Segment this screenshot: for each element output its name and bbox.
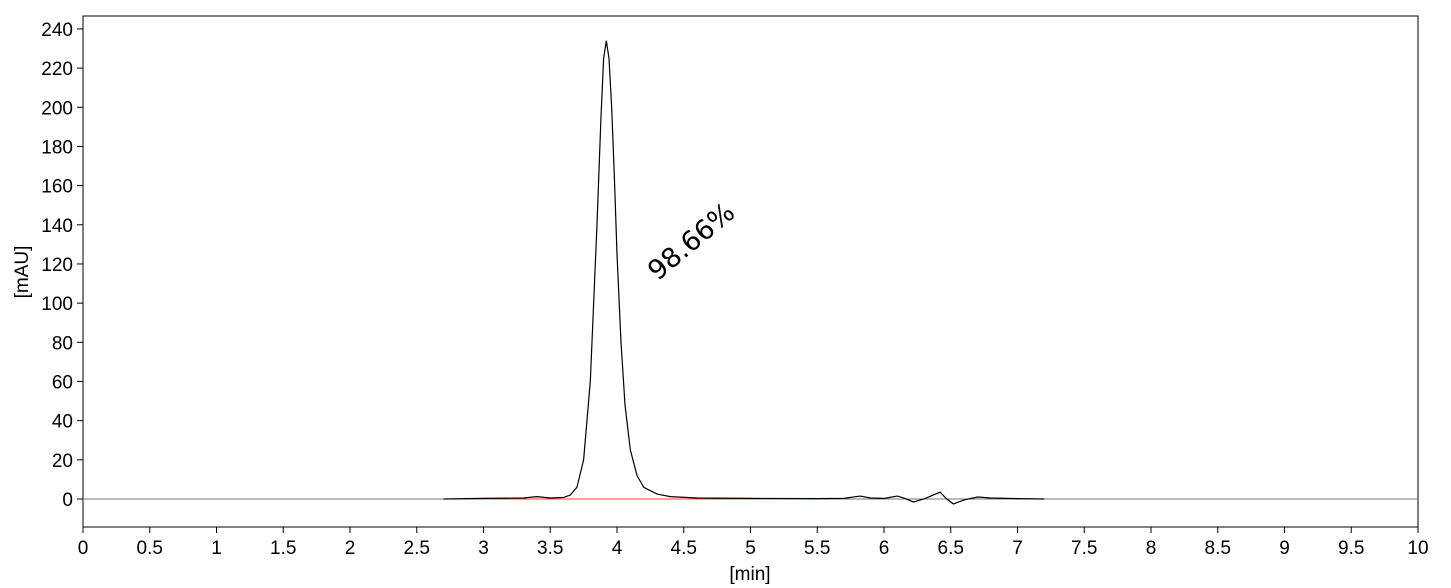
x-tick-label: 4.5 — [671, 538, 697, 559]
y-tick-label: 140 — [41, 216, 73, 237]
x-tick-label: 8 — [1146, 538, 1157, 559]
y-tick-label: 80 — [52, 333, 73, 354]
x-tick-label: 1.5 — [270, 538, 296, 559]
x-tick-label: 2 — [345, 538, 356, 559]
y-tick-label: 240 — [41, 20, 73, 41]
signal-trace — [443, 40, 1045, 505]
x-tick-label: 5 — [745, 538, 756, 559]
y-tick-label: 0 — [62, 490, 73, 511]
x-tick-label: 9 — [1279, 538, 1290, 559]
annotation: 98.66% — [642, 197, 741, 287]
x-tick-label: 1 — [211, 538, 222, 559]
x-tick-label: 3.5 — [537, 538, 563, 559]
x-tick-label: 8.5 — [1205, 538, 1231, 559]
y-tick-label: 40 — [52, 412, 73, 433]
x-tick-label: 4 — [612, 538, 623, 559]
y-tick-label: 220 — [41, 59, 73, 80]
x-tick-label: 6.5 — [938, 538, 964, 559]
y-tick-label: 100 — [41, 294, 73, 315]
x-tick-label: 5.5 — [804, 538, 830, 559]
x-axis-label: [min] — [729, 564, 770, 585]
y-tick-label: 60 — [52, 372, 73, 393]
x-tick-label: 6 — [879, 538, 890, 559]
x-tick-label: 7.5 — [1071, 538, 1097, 559]
x-tick-label: 9.5 — [1338, 538, 1364, 559]
y-tick-label: 160 — [41, 177, 73, 198]
y-tick-label: 180 — [41, 137, 73, 158]
y-tick-label: 200 — [41, 98, 73, 119]
x-tick-label: 2.5 — [404, 538, 430, 559]
x-tick-label: 3 — [478, 538, 489, 559]
plot-frame — [82, 15, 1419, 528]
x-tick-label: 10 — [1407, 538, 1428, 559]
y-tick-label: 20 — [52, 451, 73, 472]
y-tick-label: 120 — [41, 255, 73, 276]
x-tick-label: 0.5 — [137, 538, 163, 559]
y-axis-label: [mAU] — [12, 246, 33, 299]
x-tick-label: 7 — [1012, 538, 1023, 559]
x-tick-label: 0 — [78, 538, 89, 559]
